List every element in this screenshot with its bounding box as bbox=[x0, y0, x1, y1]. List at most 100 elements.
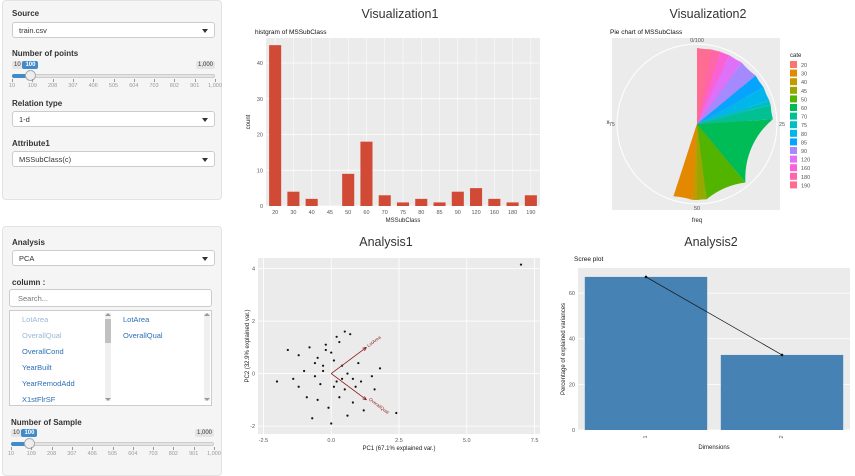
source-value: train.csv bbox=[19, 26, 47, 35]
data-point bbox=[332, 359, 336, 362]
selected-column-item[interactable]: LotArea bbox=[123, 315, 150, 324]
bar bbox=[506, 202, 519, 206]
chart-title: histgram of MSSubClass bbox=[255, 29, 327, 36]
slider-tick-label: 802 bbox=[169, 83, 179, 89]
y-tick-label: 10 bbox=[257, 168, 263, 174]
y-axis-label: PC2 (32.9% explained var.) bbox=[245, 309, 251, 382]
analysis2-title: Analysis2 bbox=[684, 235, 738, 249]
slider-tick-label: 109 bbox=[26, 451, 36, 457]
y-tick-label: 20 bbox=[569, 382, 575, 388]
x-tick-label: -2.5 bbox=[259, 438, 268, 444]
bar bbox=[433, 202, 446, 206]
legend-swatch bbox=[790, 164, 797, 172]
legend-label: 45 bbox=[801, 89, 807, 95]
slider-tick-label: 703 bbox=[149, 83, 159, 89]
slider-tick-label: 10 bbox=[7, 451, 15, 457]
legend-swatch bbox=[790, 172, 797, 180]
slider-handle[interactable] bbox=[25, 70, 37, 81]
slider-current: 100 bbox=[21, 429, 38, 437]
slider-max: 1,000 bbox=[194, 429, 214, 437]
legend-swatch bbox=[790, 147, 797, 154]
available-column-item[interactable]: OverallCond bbox=[22, 347, 64, 356]
pie-slice bbox=[697, 124, 707, 200]
y-axis-label: Percentage of explained variances bbox=[561, 303, 567, 395]
data-point bbox=[349, 333, 352, 336]
scroll-up-icon[interactable] bbox=[204, 313, 210, 316]
slider-handle[interactable] bbox=[24, 438, 36, 449]
scroll-down-icon[interactable] bbox=[105, 398, 111, 401]
y-axis-label: x bbox=[607, 120, 610, 126]
scroll-down-icon[interactable] bbox=[204, 398, 210, 401]
slider-tick bbox=[12, 79, 13, 82]
scroll-thumb[interactable] bbox=[105, 319, 111, 343]
legend-label: 90 bbox=[801, 149, 807, 155]
bar bbox=[269, 45, 282, 207]
chart-title: Scree plot bbox=[574, 256, 603, 263]
data-point bbox=[330, 351, 333, 354]
slider-tick-label: 505 bbox=[107, 451, 118, 457]
data-point bbox=[335, 335, 338, 338]
legend-label: 190 bbox=[801, 183, 810, 189]
bar bbox=[524, 195, 537, 206]
analysis1-title: Analysis1 bbox=[359, 235, 413, 249]
chart-title: Pie chart of MSSubClass bbox=[610, 29, 683, 36]
legend-swatch bbox=[790, 78, 797, 86]
analysis-value: PCA bbox=[19, 254, 35, 263]
pie-slice bbox=[697, 105, 773, 124]
slider-tick-label: 208 bbox=[48, 83, 58, 89]
relation-type-select[interactable]: 1-d bbox=[12, 111, 215, 127]
x-tick-label: 50 bbox=[345, 210, 351, 216]
chevron-down-icon bbox=[202, 29, 208, 33]
pie-slice bbox=[692, 124, 697, 200]
y-tick-label: 20 bbox=[257, 133, 263, 139]
legend-swatch bbox=[790, 155, 797, 163]
available-column-item[interactable]: X1stFlrSF bbox=[22, 395, 56, 404]
available-column-item[interactable]: OverallQual bbox=[22, 331, 62, 340]
data-point bbox=[305, 396, 308, 399]
data-point bbox=[286, 348, 289, 352]
slider-tick bbox=[52, 79, 54, 82]
legend-label: 120 bbox=[801, 158, 810, 164]
pca-biplot: -2.5 0.0 2.5 5.0 7.5-2024LotAreaOverallQualP… bbox=[245, 258, 540, 452]
attribute-select[interactable]: MSSubClass(c) bbox=[12, 151, 215, 167]
num-sample-slider[interactable]: 10 1,000 100 10 109 208 307 406 505 604 703 802 9… bbox=[7, 429, 221, 463]
chevron-down-icon bbox=[202, 158, 208, 162]
attribute-label: Attribute1 bbox=[12, 139, 50, 148]
scroll-up-icon[interactable] bbox=[105, 313, 111, 316]
slider-tick-label: 307 bbox=[67, 451, 77, 457]
x-tick-label: 45 bbox=[327, 210, 333, 216]
x-tick-label: 20 bbox=[272, 210, 278, 216]
x-tick-label: 7.5 bbox=[531, 438, 539, 444]
selected-scrollbar[interactable] bbox=[204, 313, 210, 401]
legend-swatch bbox=[790, 61, 797, 68]
slider-track[interactable] bbox=[11, 442, 214, 446]
data-point bbox=[311, 417, 314, 420]
data-point bbox=[340, 377, 344, 380]
analysis-select[interactable]: PCA bbox=[12, 250, 215, 266]
data-point bbox=[373, 388, 376, 391]
data-point bbox=[321, 369, 325, 373]
y-tick-label: 4 bbox=[252, 267, 255, 273]
available-column-item[interactable]: YearBuilt bbox=[22, 363, 52, 372]
slider-tick bbox=[214, 447, 215, 450]
data-point bbox=[292, 377, 295, 380]
x-tick-label: 180 bbox=[508, 210, 517, 216]
slider-tick-label: 307 bbox=[68, 83, 78, 89]
selected-column-item[interactable]: OverallQual bbox=[123, 331, 163, 340]
available-column-item[interactable]: YearRemodAdd bbox=[22, 379, 75, 388]
legend-label: 75 bbox=[801, 123, 807, 129]
available-column-item[interactable]: LotArea bbox=[22, 315, 49, 324]
x-axis-label: MSSubClass bbox=[386, 218, 421, 224]
column-search-input[interactable]: Search... bbox=[9, 289, 212, 307]
slider-track[interactable] bbox=[12, 74, 215, 78]
x-tick-label: 1 bbox=[643, 435, 649, 438]
x-tick-label: 85 bbox=[436, 210, 442, 216]
available-columns-list[interactable]: LotArea OverallQual OverallCond YearBuilt Ye… bbox=[22, 311, 106, 405]
slider-tick bbox=[71, 447, 73, 450]
relation-type-label: Relation type bbox=[12, 99, 63, 108]
data-point bbox=[346, 414, 349, 417]
available-scrollbar[interactable] bbox=[105, 313, 111, 401]
num-points-slider[interactable]: 10 1,000 100 10 109 208 307 406 505 604 703 802 9… bbox=[9, 61, 222, 95]
selected-columns-list[interactable]: LotArea OverallQual bbox=[123, 311, 203, 405]
source-select[interactable]: train.csv bbox=[12, 22, 215, 38]
